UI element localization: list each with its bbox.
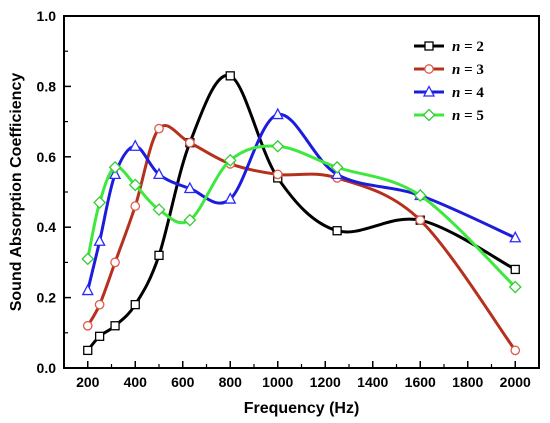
data-point — [94, 299, 105, 310]
series-n3 — [82, 123, 521, 356]
x-tick-label: 800 — [219, 374, 243, 390]
legend-label-var: n — [452, 85, 460, 101]
data-point — [271, 139, 285, 153]
y-tick-label: 0.8 — [37, 78, 57, 94]
data-point — [128, 178, 142, 192]
x-tick-label: 200 — [76, 374, 100, 390]
data-point — [110, 321, 120, 331]
data-point — [130, 299, 140, 310]
data-point — [223, 153, 237, 167]
data-point — [94, 331, 105, 341]
legend-marker — [424, 64, 434, 74]
legend-label-var: n — [452, 108, 460, 124]
data-point — [82, 320, 93, 331]
data-point — [152, 167, 166, 180]
y-tick-labels: 0.0 0.2 0.4 0.6 0.8 1.0 — [37, 8, 57, 376]
y-tick-label: 0.4 — [37, 219, 57, 235]
y-tick-label: 0.2 — [37, 290, 57, 306]
data-point — [130, 201, 141, 211]
x-tick-label: 1600 — [405, 374, 436, 390]
x-tick-label: 1200 — [310, 374, 341, 390]
data-point — [330, 160, 344, 174]
data-point — [152, 203, 166, 217]
data-point — [81, 283, 94, 296]
y-tick-label: 0.0 — [37, 360, 57, 376]
x-tick-label: 1800 — [452, 374, 483, 390]
data-point — [93, 196, 107, 209]
legend-label-var: n — [452, 62, 460, 78]
legend-item: n = 3 — [414, 62, 484, 78]
legend-label-value: = 3 — [460, 62, 484, 78]
y-axis-title: Sound Absorption Coefficiency — [8, 73, 25, 312]
legend-item: n = 5 — [414, 108, 484, 124]
legend-label: n = 4 — [452, 85, 484, 101]
data-point — [81, 252, 95, 266]
data-point — [510, 264, 520, 275]
data-point — [509, 230, 522, 243]
data-point — [508, 280, 522, 294]
y-tick-label: 1.0 — [37, 8, 57, 24]
data-point — [332, 226, 342, 236]
data-point — [154, 123, 164, 134]
data-point — [93, 234, 106, 246]
y-tick-label: 0.6 — [37, 149, 57, 165]
legend-item: n = 2 — [414, 39, 484, 55]
data-point — [110, 257, 120, 268]
x-tick-label: 2000 — [500, 374, 531, 390]
data-point — [510, 345, 521, 356]
data-point — [108, 160, 122, 174]
legend-label-value: = 4 — [460, 85, 484, 101]
data-point — [272, 169, 283, 180]
series-n5 — [81, 139, 522, 294]
x-tick-label: 1000 — [262, 374, 293, 390]
x-tick-label: 400 — [124, 374, 148, 390]
series-layer — [81, 71, 522, 356]
x-axis-title: Frequency (Hz) — [244, 400, 360, 417]
axis-ticks — [64, 15, 516, 369]
x-tick-label: 1400 — [357, 374, 388, 390]
legend-label: n = 5 — [452, 108, 484, 124]
data-point — [415, 215, 426, 226]
legend-label-value: = 5 — [460, 108, 484, 124]
data-point — [154, 250, 164, 261]
data-point — [225, 71, 235, 81]
x-tick-label: 600 — [171, 374, 195, 390]
data-point — [224, 192, 237, 204]
legend-marker — [422, 85, 436, 97]
data-point — [413, 189, 427, 202]
plot-area — [63, 15, 540, 369]
legend-label-var: n — [452, 39, 460, 55]
data-point — [83, 345, 93, 356]
series-line — [86, 124, 517, 352]
legend-item: n = 4 — [414, 85, 484, 101]
legend: n = 2n = 3n = 4n = 5 — [414, 39, 484, 124]
data-point — [271, 107, 284, 120]
data-point — [183, 213, 197, 227]
x-tick-labels: 200 400 600 800 1000 1200 1400 1600 1800 2000 — [76, 374, 531, 390]
data-point — [129, 139, 142, 151]
legend-label: n = 3 — [452, 62, 484, 78]
legend-label: n = 2 — [452, 39, 484, 55]
data-point — [183, 181, 196, 194]
legend-label-value: = 2 — [460, 39, 484, 55]
legend-marker — [422, 108, 436, 122]
legend-marker — [424, 41, 434, 51]
data-point — [185, 137, 195, 148]
